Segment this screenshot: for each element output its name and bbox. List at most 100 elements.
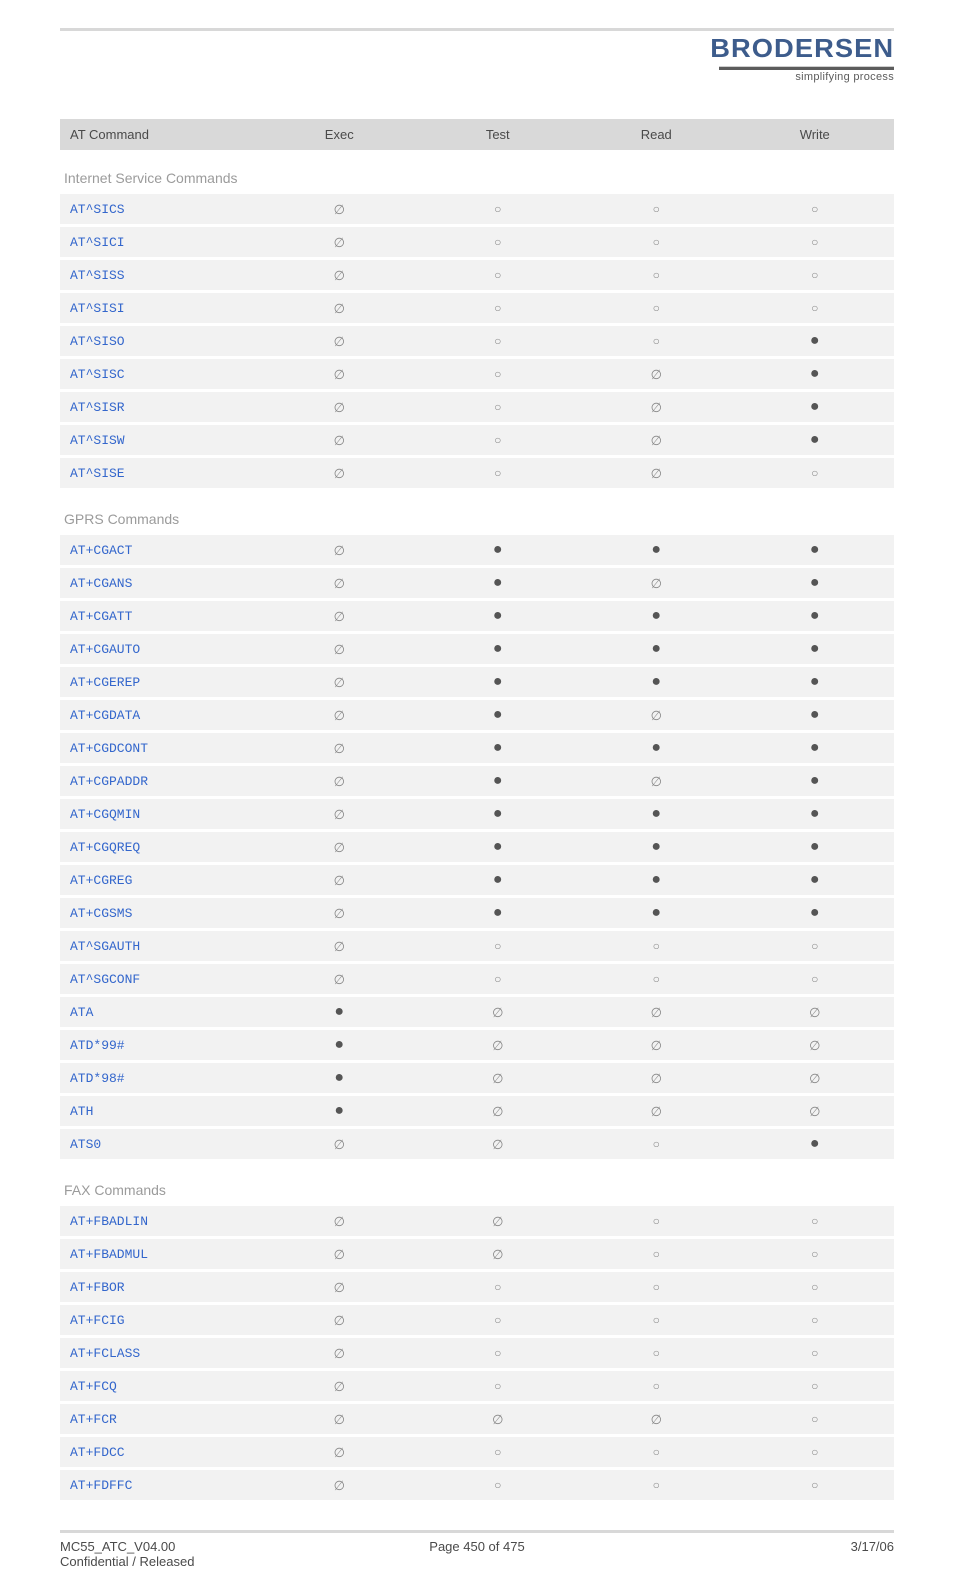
cell-command: AT+FDCC [60,1437,260,1467]
cell-symbol: ○ [577,1272,736,1302]
cell-command: AT^SGAUTH [60,931,260,961]
cell-symbol: ○ [736,1404,895,1434]
table-row: AT+CGEREP∅●●● [60,667,894,697]
cell-command: AT^SISE [60,458,260,488]
cell-command: AT+CGQMIN [60,799,260,829]
cell-command: ATA [60,997,260,1027]
cell-command: AT+CGDATA [60,700,260,730]
cell-symbol: ○ [419,458,578,488]
cell-symbol: ○ [577,1129,736,1159]
cell-command: AT+CGEREP [60,667,260,697]
cell-command: ATH [60,1096,260,1126]
cell-command: AT+CGDCONT [60,733,260,763]
cell-symbol: ∅ [260,865,419,895]
brand-logo: BRODERSEN simplifying process [719,33,894,83]
cell-command: AT+FCQ [60,1371,260,1401]
cell-symbol: ○ [577,931,736,961]
cell-symbol: ○ [736,1206,895,1236]
table-row: AT^SISS∅○○○ [60,260,894,290]
table-row: AT+CGAUTO∅●●● [60,634,894,664]
cell-symbol: ∅ [260,1437,419,1467]
cell-symbol: ○ [419,931,578,961]
cell-command: AT^SICI [60,227,260,257]
table-row: AT^SICS∅○○○ [60,194,894,224]
cell-symbol: ∅ [260,227,419,257]
table-row: AT+FBOR∅○○○ [60,1272,894,1302]
command-table: AT Command Exec Test Read Write Internet… [60,119,894,1500]
table-row: ATD*98#●∅∅∅ [60,1063,894,1093]
cell-symbol: ○ [577,1470,736,1500]
cell-command: ATD*99# [60,1030,260,1060]
cell-symbol: ○ [736,1371,895,1401]
section-title: GPRS Commands [60,491,894,535]
cell-symbol: ∅ [577,1404,736,1434]
cell-symbol: ○ [736,1305,895,1335]
col-header-write: Write [736,119,895,150]
cell-symbol: ● [577,634,736,664]
table-header-row: AT Command Exec Test Read Write [60,119,894,150]
cell-command: AT+CGAUTO [60,634,260,664]
cell-symbol: ● [736,535,895,565]
cell-symbol: ∅ [260,1206,419,1236]
cell-symbol: ● [419,601,578,631]
section-title: FAX Commands [60,1162,894,1206]
cell-command: AT+CGSMS [60,898,260,928]
cell-symbol: ○ [577,194,736,224]
cell-symbol: ∅ [419,1096,578,1126]
table-row: AT+CGSMS∅●●● [60,898,894,928]
cell-symbol: ● [736,601,895,631]
cell-symbol: ○ [419,1338,578,1368]
table-row: AT^SGAUTH∅○○○ [60,931,894,961]
col-header-test: Test [419,119,578,150]
cell-symbol: ∅ [419,1239,578,1269]
cell-command: AT+CGACT [60,535,260,565]
table-row: ATA●∅∅∅ [60,997,894,1027]
cell-command: AT+CGQREQ [60,832,260,862]
table-row: ATS0∅∅○● [60,1129,894,1159]
cell-symbol: ∅ [260,667,419,697]
cell-symbol: ● [736,832,895,862]
cell-symbol: ● [419,865,578,895]
cell-symbol: ∅ [260,293,419,323]
cell-symbol: ○ [419,1371,578,1401]
table-row: AT+CGACT∅●●● [60,535,894,565]
cell-symbol: ○ [577,1338,736,1368]
table-row: AT^SISE∅○∅○ [60,458,894,488]
cell-command: ATS0 [60,1129,260,1159]
table-row: ATH●∅∅∅ [60,1096,894,1126]
cell-symbol: ● [260,997,419,1027]
table-row: AT+FCLASS∅○○○ [60,1338,894,1368]
cell-symbol: ∅ [577,1096,736,1126]
table-row: AT^SISR∅○∅● [60,392,894,422]
cell-symbol: ∅ [419,1030,578,1060]
cell-symbol: ∅ [260,1404,419,1434]
cell-command: ATD*98# [60,1063,260,1093]
cell-command: AT+FDFFC [60,1470,260,1500]
cell-symbol: ∅ [260,1272,419,1302]
cell-symbol: ○ [419,1437,578,1467]
cell-command: AT+CGATT [60,601,260,631]
cell-symbol: ∅ [260,964,419,994]
cell-command: AT+FCLASS [60,1338,260,1368]
table-row: AT+CGPADDR∅●∅● [60,766,894,796]
cell-symbol: ○ [736,194,895,224]
cell-symbol: ● [419,634,578,664]
table-row: AT+FBADLIN∅∅○○ [60,1206,894,1236]
section-title: Internet Service Commands [60,150,894,194]
cell-symbol: ∅ [260,326,419,356]
cell-command: AT^SISR [60,392,260,422]
footer-left: MC55_ATC_V04.00 Confidential / Released [60,1539,338,1569]
footer-date: 3/17/06 [616,1539,894,1569]
cell-symbol: ○ [419,359,578,389]
cell-symbol: ∅ [260,601,419,631]
cell-symbol: ∅ [577,1063,736,1093]
cell-symbol: ∅ [260,458,419,488]
cell-symbol: ○ [736,227,895,257]
cell-symbol: ∅ [260,359,419,389]
cell-symbol: ∅ [419,1129,578,1159]
cell-symbol: ○ [736,458,895,488]
cell-symbol: ∅ [419,1404,578,1434]
cell-command: AT+CGPADDR [60,766,260,796]
cell-symbol: ● [736,898,895,928]
table-row: AT+FBADMUL∅∅○○ [60,1239,894,1269]
